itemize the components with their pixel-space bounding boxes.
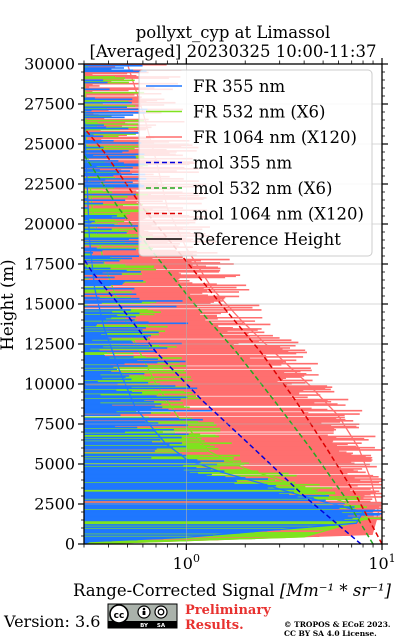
- y-tick-label: 20000: [24, 215, 75, 234]
- legend-label-6: mol 1064 nm (X120): [193, 205, 364, 224]
- x-axis-label-text: Range-Corrected Signal: [73, 581, 280, 600]
- preliminary-line1: Preliminary: [185, 603, 271, 618]
- legend-label-5: mol 532 nm (X6): [193, 179, 332, 198]
- y-tick-label: 17500: [24, 255, 75, 274]
- sa-share-alike-icon: [154, 605, 168, 619]
- by-label: BY: [140, 623, 149, 629]
- x-axis-label-unit: [Mm⁻¹ * sr⁻¹]: [280, 581, 392, 600]
- series-6-line: [84, 127, 382, 544]
- y-tick-label: 30000: [24, 55, 75, 74]
- y-tick-label: 22500: [24, 175, 75, 194]
- legend-label-1: FR 355 nm: [193, 77, 285, 96]
- cc-icon-text: cc: [114, 611, 125, 621]
- y-tick-label: 27500: [24, 95, 75, 114]
- x-tick-label: 101: [368, 552, 395, 573]
- x-tick-label: 100: [173, 552, 200, 573]
- copyright-line2: CC BY SA 4.0 License.: [284, 629, 377, 638]
- y-tick-label: 25000: [24, 135, 75, 154]
- by-person-body-icon: [142, 611, 146, 615]
- y-tick-label: 0: [65, 535, 75, 554]
- cc-badge-strip: [108, 621, 177, 628]
- legend-box: [138, 69, 373, 257]
- x-axis: 100 101: [83, 58, 396, 573]
- x-axis-label: Range-Corrected Signal [Mm⁻¹ * sr⁻¹]: [73, 581, 392, 600]
- chart-title: pollyxt_cyp at Limassol: [136, 23, 331, 42]
- y-tick-label: 12500: [24, 335, 75, 354]
- y-tick-label: 5000: [34, 455, 75, 474]
- footer: Version: 3.6 cc BY SA Preliminary Result…: [3, 603, 391, 638]
- y-axis-label: Height (m): [0, 259, 17, 350]
- legend-label-7: Reference Height: [193, 230, 341, 249]
- series-1-profile: [84, 64, 364, 544]
- sa-label: SA: [157, 623, 166, 629]
- series-4-line: [84, 258, 362, 544]
- molecular-layer: [84, 127, 382, 544]
- y-tick-label: 10000: [24, 375, 75, 394]
- cc-license-badge: cc BY SA: [107, 603, 178, 629]
- cc-icon: [109, 604, 129, 624]
- series-1-trace: [84, 64, 382, 544]
- legend: FR 355 nm FR 532 nm (X6) FR 1064 nm (X120)…: [138, 69, 373, 257]
- by-person-head-icon: [142, 607, 146, 611]
- legend-label-2: FR 532 nm (X6): [193, 103, 326, 122]
- chart-subtitle: [Averaged] 20230325 10:00-11:37: [90, 42, 377, 61]
- version-label: Version: 3.6: [3, 612, 100, 631]
- y-tick-label: 7500: [34, 415, 75, 434]
- y-axis: 0 2500 5000 7500 10000 12500 15000 17500 20000 22…: [24, 55, 388, 554]
- sa-arrow-icon: [157, 608, 165, 616]
- legend-label-4: mol 355 nm: [193, 154, 292, 173]
- series-5-line: [84, 154, 374, 544]
- y-tick-label: 15000: [24, 295, 75, 314]
- copyright-line1: © TROPOS & ECoE 2023.: [284, 620, 391, 629]
- y-tick-label: 2500: [34, 495, 75, 514]
- preliminary-line2: Results.: [185, 618, 244, 633]
- legend-label-3: FR 1064 nm (X120): [193, 128, 357, 147]
